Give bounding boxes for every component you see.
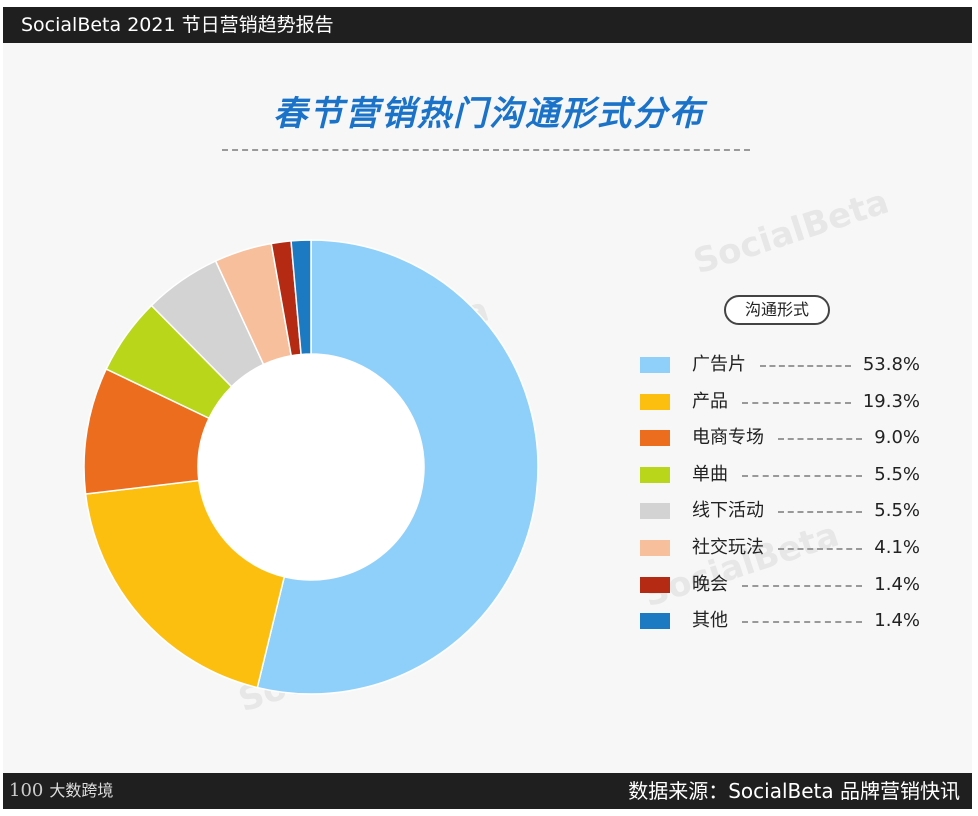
legend-label: 产品 — [692, 390, 728, 412]
legend-label: 其他 — [692, 610, 728, 632]
legend-value: 53.8% — [862, 354, 920, 375]
legend-leader — [778, 438, 862, 441]
legend-swatch — [640, 430, 670, 447]
legend-item: 产品 19.3% — [640, 390, 920, 414]
title-divider — [222, 149, 750, 151]
report-title: SocialBeta 2021 节日营销趋势报告 — [21, 14, 334, 36]
legend-item: 晚会 1.4% — [640, 573, 920, 597]
chart-title: 春节营销热门沟通形式分布 — [273, 94, 705, 134]
legend-item: 电商专场 9.0% — [640, 426, 920, 450]
legend-swatch — [640, 613, 670, 630]
legend-value: 1.4% — [874, 573, 920, 595]
legend-label: 晚会 — [692, 573, 728, 595]
legend-leader — [760, 365, 851, 367]
legend-label: 单曲 — [692, 463, 728, 485]
legend-leader — [778, 548, 862, 550]
legend-swatch — [640, 357, 670, 373]
legend-swatch — [640, 466, 670, 483]
footer: 100 大数跨境 数据来源：SocialBeta 品牌营销快讯 — [3, 773, 972, 809]
legend-label: 线下活动 — [692, 500, 764, 522]
legend-leader — [742, 584, 862, 587]
legend-title: 沟通形式 — [724, 295, 830, 325]
legend-leader — [742, 401, 851, 404]
data-source: 数据来源：SocialBeta 品牌营销快讯 — [628, 779, 960, 803]
footer-brand: 100 大数跨境 — [9, 777, 113, 805]
legend-item: 单曲 5.5% — [640, 463, 920, 487]
legend-value: 19.3% — [862, 390, 920, 412]
legend-swatch — [640, 540, 670, 556]
legend-item: 广告片 53.8% — [640, 353, 920, 377]
brand-name: 大数跨境 — [49, 781, 114, 800]
legend-leader — [742, 474, 862, 477]
brand-logo: 100 — [9, 780, 44, 801]
legend-item: 线下活动 5.5% — [640, 499, 920, 523]
legend-label: 社交玩法 — [692, 537, 764, 558]
legend-leader — [778, 511, 862, 514]
legend-value: 5.5% — [874, 463, 920, 485]
legend-swatch — [640, 393, 670, 410]
legend-item: 其他 1.4% — [640, 609, 920, 633]
legend-value: 1.4% — [874, 610, 920, 632]
legend-value: 9.0% — [874, 427, 920, 449]
legend-label: 广告片 — [692, 354, 746, 375]
legend-label: 电商专场 — [692, 427, 764, 449]
legend-item: 社交玩法 4.1% — [640, 536, 920, 560]
legend-leader — [742, 621, 862, 624]
legend-swatch — [640, 503, 670, 520]
donut-hole — [198, 354, 424, 580]
legend-swatch — [640, 576, 670, 593]
legend-value: 5.5% — [874, 500, 920, 522]
legend-value: 4.1% — [874, 537, 920, 558]
report-header: SocialBeta 2021 节日营销趋势报告 — [3, 7, 972, 43]
